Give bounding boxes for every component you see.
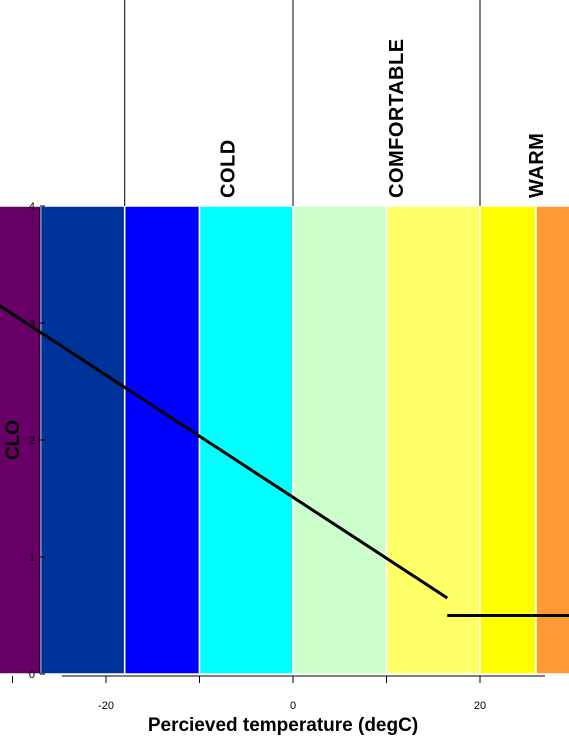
- y-tick-label: 1: [29, 552, 35, 564]
- zone-label-comfortable: COMFORTABLE: [386, 38, 408, 198]
- y-tick-label: 0: [29, 669, 35, 681]
- zone-boundaries: [124, 0, 481, 206]
- color-band-7: [292, 205, 388, 675]
- x-ticks: -40-2002040: [12, 676, 486, 712]
- color-band-8: [385, 205, 481, 675]
- y-ticks: 0 1 2 3 4: [29, 201, 45, 681]
- y-tick-label: 2: [29, 435, 35, 447]
- x-axis-title: Percieved temperature (degC): [148, 715, 418, 736]
- y-tick-label: 4: [29, 201, 35, 213]
- series-lines: [0, 304, 569, 617]
- color-band-6: [198, 205, 294, 675]
- zone-label-warm: WARM: [526, 133, 548, 198]
- x-tick-label: 0: [290, 700, 296, 712]
- zone-label-cold: COLD: [218, 139, 240, 198]
- color-band-10: [535, 205, 569, 675]
- x-tick-label: 20: [474, 700, 486, 712]
- series-line-1: [0, 304, 449, 600]
- color-band-5: [123, 205, 201, 675]
- color-band-4: [39, 205, 126, 675]
- color-bands: [0, 205, 569, 675]
- y-axis-title: CLO: [3, 420, 24, 460]
- y-tick-label: 3: [29, 318, 35, 330]
- zone-labels: FROST BITECOLDCOMFORTABLEWARMHOT: [218, 38, 549, 198]
- color-band-9: [479, 205, 537, 675]
- x-tick-label: -20: [98, 700, 114, 712]
